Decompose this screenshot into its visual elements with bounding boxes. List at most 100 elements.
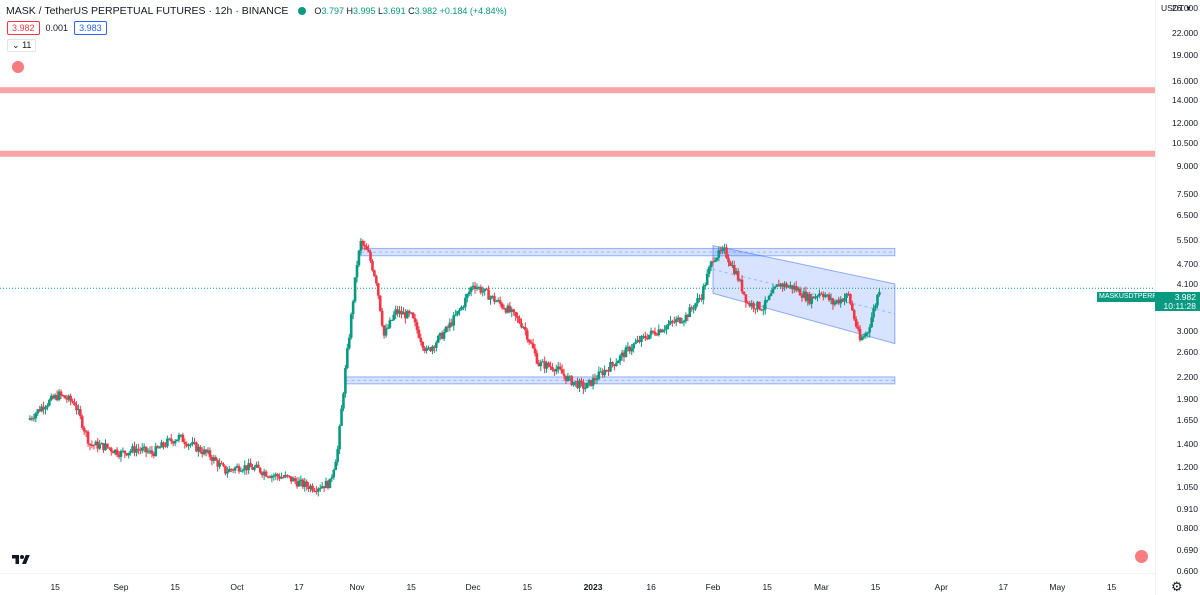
candle-body (591, 378, 595, 386)
candle-body (518, 318, 521, 324)
candle-body (210, 456, 214, 461)
candle-body (231, 469, 235, 471)
candle-body (740, 279, 744, 292)
candle-body (752, 303, 755, 309)
indicators-toggle[interactable]: ⌄ 11 (7, 39, 37, 52)
buy-button[interactable]: 3.983 (74, 21, 107, 35)
candle-body (874, 305, 877, 309)
candle-body (351, 301, 355, 315)
candle-body (77, 409, 80, 411)
candle-body (322, 486, 326, 489)
support-zone-bottom[interactable] (344, 376, 896, 385)
candle-body (576, 381, 579, 389)
alert-marker-icon[interactable] (1135, 550, 1148, 563)
candle-body (688, 307, 692, 318)
candle-body (607, 370, 610, 372)
candle-body (42, 406, 45, 410)
sell-button[interactable]: 3.982 (7, 21, 40, 35)
price-tick: 1.200 (1176, 462, 1198, 473)
horizontal-level-2[interactable] (0, 150, 1155, 157)
candle-body (284, 474, 287, 478)
price-tick: 3.000 (1176, 325, 1198, 336)
symbol-title[interactable]: MASK / TetherUS PERPETUAL FUTURES · 12h … (6, 5, 289, 17)
candle-body (671, 320, 674, 322)
price-tick: 0.910 (1176, 503, 1198, 514)
candle-body (86, 431, 90, 444)
candle-body (512, 309, 516, 313)
candle-body (162, 442, 165, 447)
candle-body (436, 335, 440, 343)
candle-body (150, 450, 154, 454)
currency-selector[interactable]: USDT ▾ (1161, 3, 1191, 13)
candle-body (61, 394, 65, 396)
candle-body (301, 479, 305, 488)
candle-body (750, 303, 753, 307)
candle-body (674, 319, 678, 323)
candle-body (303, 481, 307, 488)
candle-body (260, 472, 264, 476)
candle-body (380, 310, 384, 326)
price-tick: 10.500 (1172, 138, 1198, 149)
time-tick: Oct (230, 582, 244, 592)
candle-body (168, 438, 171, 440)
candle-body (278, 476, 281, 479)
candle-body (475, 287, 479, 289)
candle-body (754, 308, 757, 310)
candle-body (746, 302, 750, 304)
candle-body (388, 320, 392, 328)
candle-body (657, 329, 661, 336)
candle-body (634, 342, 637, 344)
candle-body (506, 305, 510, 313)
candle-body (179, 434, 183, 436)
candle-body (307, 486, 310, 489)
candle-body (680, 322, 684, 324)
tradingview-logo-icon[interactable] (10, 553, 32, 567)
candlestick-chart[interactable] (0, 0, 1155, 573)
candle-body (564, 375, 568, 381)
alert-marker-icon[interactable] (12, 61, 24, 73)
candle-body (270, 475, 274, 478)
candle-body (568, 376, 572, 378)
candle-body (140, 447, 144, 451)
candle-body (818, 293, 821, 297)
candle-body (467, 291, 471, 295)
candle-body (779, 283, 783, 287)
chart-pane[interactable] (0, 0, 1155, 573)
candle-body (837, 300, 841, 304)
candle-body (198, 446, 202, 452)
candle-body (516, 316, 519, 319)
candle-body (558, 366, 562, 370)
candle-body (326, 480, 330, 489)
candle-body (611, 362, 614, 365)
candle-body (845, 293, 848, 299)
candle-body (344, 367, 347, 394)
candle-body (854, 319, 858, 327)
candle-body (202, 449, 206, 455)
candle-body (787, 286, 790, 288)
candle-body (465, 294, 469, 298)
candle-body (96, 441, 100, 449)
price-tick: 6.500 (1176, 210, 1198, 221)
time-tick: Mar (814, 582, 829, 592)
settings-icon[interactable]: ⚙ (1171, 579, 1183, 594)
candle-body (200, 451, 204, 455)
time-axis[interactable]: 15 Sep 15 Oct 17 Nov 15 Dec 15 2023 16 Feb 15 Mar 15 Ap… (0, 573, 1155, 595)
candle-body (367, 249, 370, 252)
candle-body (798, 288, 802, 296)
order-panel: 3.982 0.001 3.983 (7, 21, 107, 35)
candle-body (630, 348, 634, 352)
candle-body (257, 464, 260, 468)
time-tick: Dec (465, 582, 481, 592)
candle-body (195, 442, 198, 452)
candle-body (719, 250, 723, 252)
candle-body (738, 279, 742, 281)
candle-body (529, 342, 533, 344)
horizontal-level-1[interactable] (0, 87, 1155, 94)
candle-body (419, 337, 423, 342)
candle-body (30, 418, 34, 420)
candle-body (638, 339, 641, 343)
candle-body (262, 471, 266, 476)
candle-body (406, 310, 409, 319)
candle-body (295, 481, 299, 487)
candle-body (713, 260, 717, 262)
